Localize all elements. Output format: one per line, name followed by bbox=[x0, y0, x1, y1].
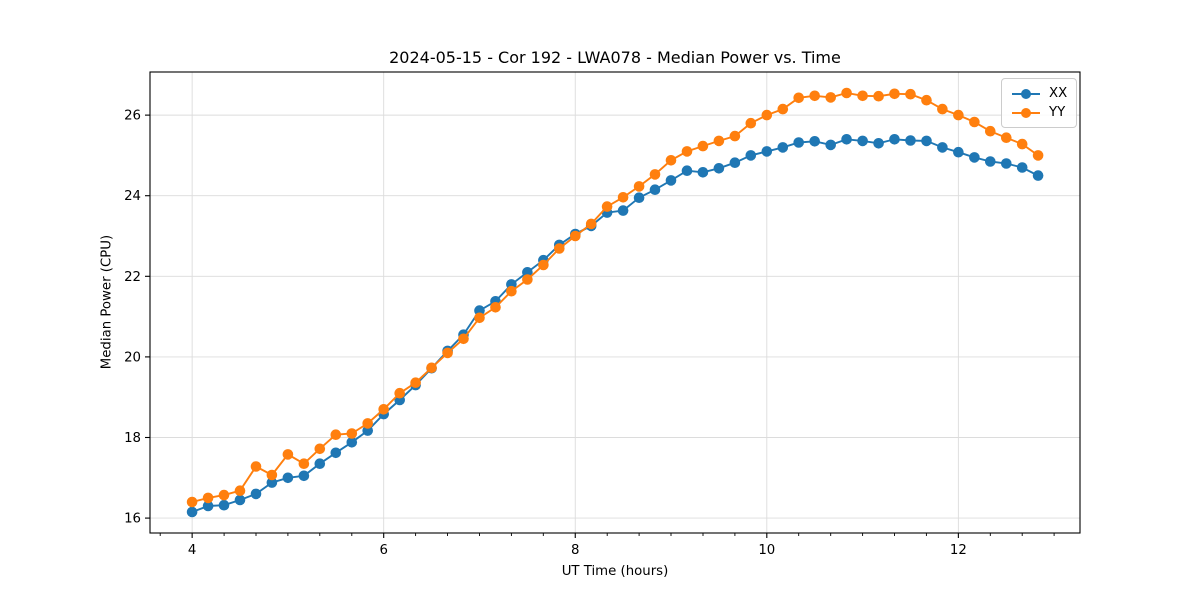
legend-line-marker-icon bbox=[1012, 88, 1040, 99]
legend-label-yy: YY bbox=[1049, 105, 1066, 120]
svg-text:24: 24 bbox=[124, 189, 141, 204]
svg-text:26: 26 bbox=[124, 109, 141, 124]
svg-text:22: 22 bbox=[124, 270, 141, 285]
svg-text:20: 20 bbox=[124, 350, 141, 365]
svg-text:12: 12 bbox=[950, 543, 967, 558]
legend-item-xx: XX bbox=[1010, 84, 1068, 103]
svg-text:16: 16 bbox=[124, 512, 141, 527]
svg-text:18: 18 bbox=[124, 431, 141, 446]
svg-text:4: 4 bbox=[188, 543, 196, 558]
legend-label-xx: XX bbox=[1049, 86, 1068, 101]
svg-text:8: 8 bbox=[571, 543, 579, 558]
svg-text:10: 10 bbox=[758, 543, 775, 558]
legend-line-marker-icon bbox=[1012, 107, 1040, 118]
legend-item-yy: YY bbox=[1010, 103, 1068, 122]
legend: XX YY bbox=[1001, 78, 1077, 128]
x-axis-label: UT Time (hours) bbox=[561, 564, 669, 579]
chart-title: 2024-05-15 - Cor 192 - LWA078 - Median P… bbox=[389, 48, 841, 67]
svg-text:6: 6 bbox=[379, 543, 387, 558]
